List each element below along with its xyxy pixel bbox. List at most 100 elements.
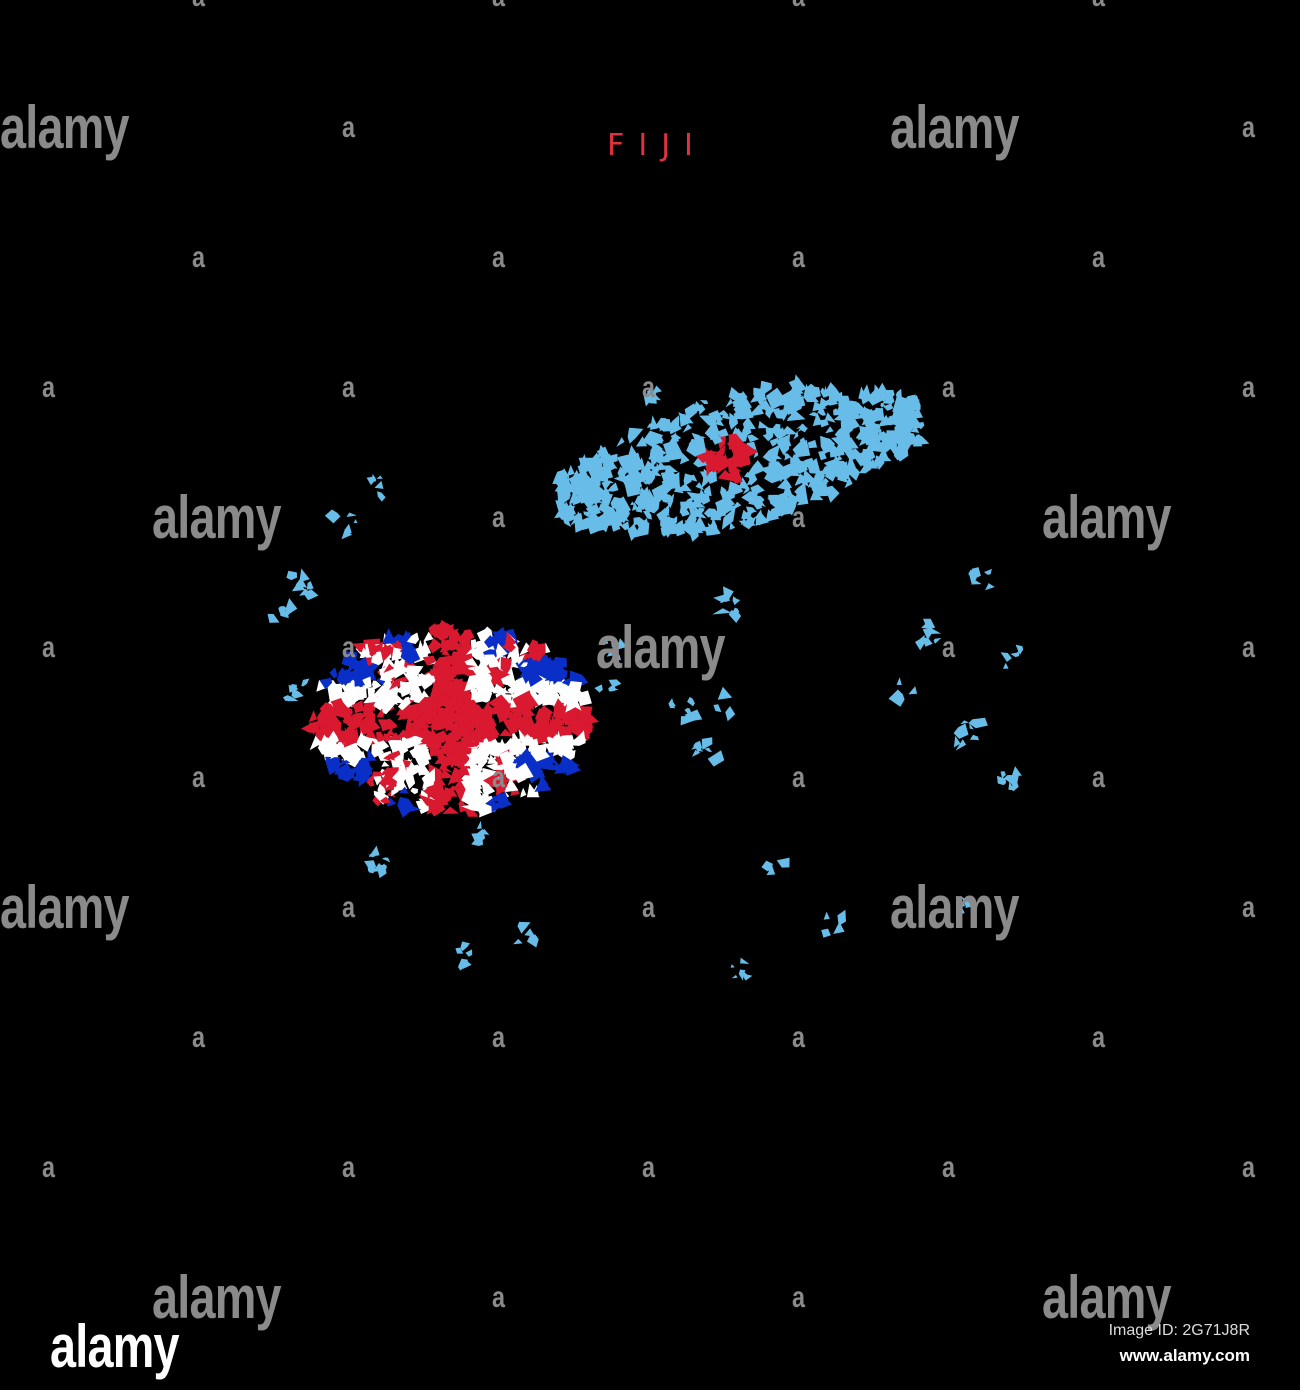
island-shard [342,753,351,761]
island-shard [933,637,942,644]
watermark: a [792,241,805,274]
island-shard [448,729,460,744]
island-shard [389,680,399,691]
island-shard [493,703,511,719]
island-shard [971,579,982,585]
island-shard [519,642,533,656]
island-shard [664,519,671,524]
island-shard [470,714,485,725]
island-shard [860,448,876,462]
island-shard [565,697,578,713]
watermark: a [1092,761,1105,794]
island-shard [485,797,496,807]
island-shard [562,735,575,744]
island-shard [1010,651,1020,658]
island-shard [770,510,783,521]
island-shard [687,522,699,542]
island-shard [487,754,499,764]
island-shard [810,482,819,488]
island-shard [479,724,487,740]
island-shard [391,657,409,675]
island-shard [926,625,942,634]
island-shard [379,718,398,732]
island-shard [792,440,802,457]
island-shard [508,720,523,734]
island-shard [426,784,434,799]
island-shard [716,428,729,437]
watermark: a [1242,631,1255,664]
island-shard [461,780,483,795]
island-shard [680,716,695,726]
island-shard [701,737,713,750]
island-shard [953,735,961,748]
island-shard [997,775,1007,786]
island-shard [837,909,846,926]
island-shard [917,421,925,430]
island-shard [465,649,477,655]
island-shard [731,974,738,979]
island-shard [923,637,933,647]
island-shard [955,739,967,751]
island-shard [896,677,902,685]
island-shard [695,482,705,491]
island-shard [660,471,672,485]
watermark: a [1092,241,1105,274]
island-shard [583,511,591,518]
island-shard [494,643,508,660]
island-shard [746,477,753,486]
island-shard [517,921,531,934]
island-shard [703,485,712,497]
island-shard [728,386,743,403]
island-shard [287,695,299,702]
island-shard [372,863,387,872]
island-shard [784,397,804,415]
watermark: a [642,891,655,924]
island-shard [526,933,539,948]
island-shard [679,413,690,427]
island-shard [359,705,375,718]
island-shard [463,692,479,709]
island-shard [349,685,367,701]
island-shard [491,795,500,802]
island-shard [529,741,542,756]
island-shard [628,452,642,465]
island-shard [888,689,905,707]
island-shard [376,475,383,479]
island-shard [858,386,868,401]
watermark: a [42,371,55,404]
island-shard [709,432,723,445]
island-shard [427,799,441,812]
island-shard [356,757,373,779]
island-shard [789,456,806,474]
island-shard [756,390,766,408]
island-shard [512,690,534,715]
island-shard [584,464,606,479]
island-shard [710,509,721,521]
island-shard [686,500,699,512]
island-shard [399,786,409,794]
watermark: a [492,241,505,274]
island-shard [391,693,406,704]
island-shard [837,470,850,484]
island-shard [377,491,386,502]
island-shard [422,655,436,666]
island-shard [372,680,382,690]
island-shard [653,449,665,464]
island-shard [537,705,550,713]
watermark: a [492,1281,505,1314]
watermark: alamy [1042,1264,1172,1331]
island-shard [807,458,821,475]
island-shard [656,462,661,471]
island-shard [818,450,827,461]
island-shard [517,654,525,665]
island-shard [560,484,574,494]
island-shard [663,465,679,473]
island-shard [635,500,643,513]
island-shard [406,665,424,683]
island-shard [400,646,421,665]
watermark: alamy [596,614,726,681]
island-shard [679,509,690,517]
island-shard [858,430,871,441]
island-shard [346,512,357,517]
island-shard [616,437,625,447]
